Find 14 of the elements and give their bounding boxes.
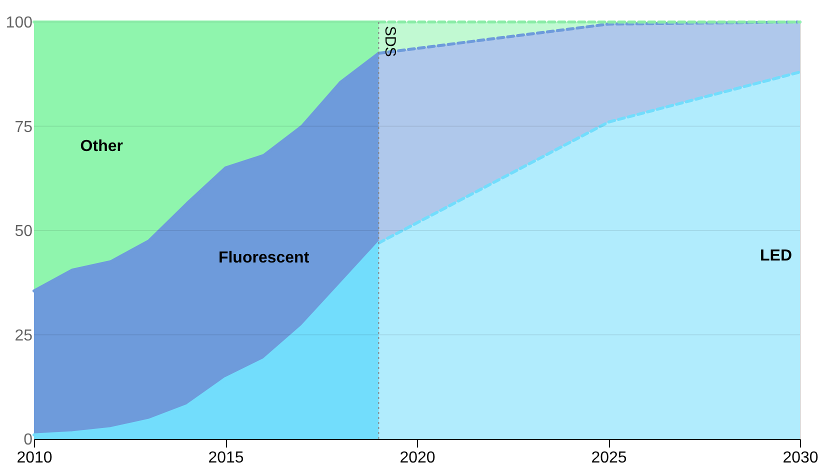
- y-tick-label: 100: [6, 14, 33, 32]
- x-tick-label: 2025: [591, 450, 627, 466]
- ref-line-label: SDS: [382, 26, 399, 57]
- x-tick-label: 2015: [208, 450, 244, 466]
- series-label: LED: [760, 248, 792, 265]
- y-tick-label: 50: [14, 223, 33, 240]
- series-label: Other: [80, 138, 123, 156]
- y-tick-label: 75: [14, 118, 33, 136]
- x-tick-label: 2010: [16, 450, 52, 466]
- y-tick-label: 0: [24, 432, 33, 448]
- series-label: Fluorescent: [218, 250, 310, 267]
- y-tick-label: 25: [14, 327, 33, 344]
- x-tick-label: 2020: [400, 450, 436, 466]
- x-tick-label: 2030: [782, 450, 818, 466]
